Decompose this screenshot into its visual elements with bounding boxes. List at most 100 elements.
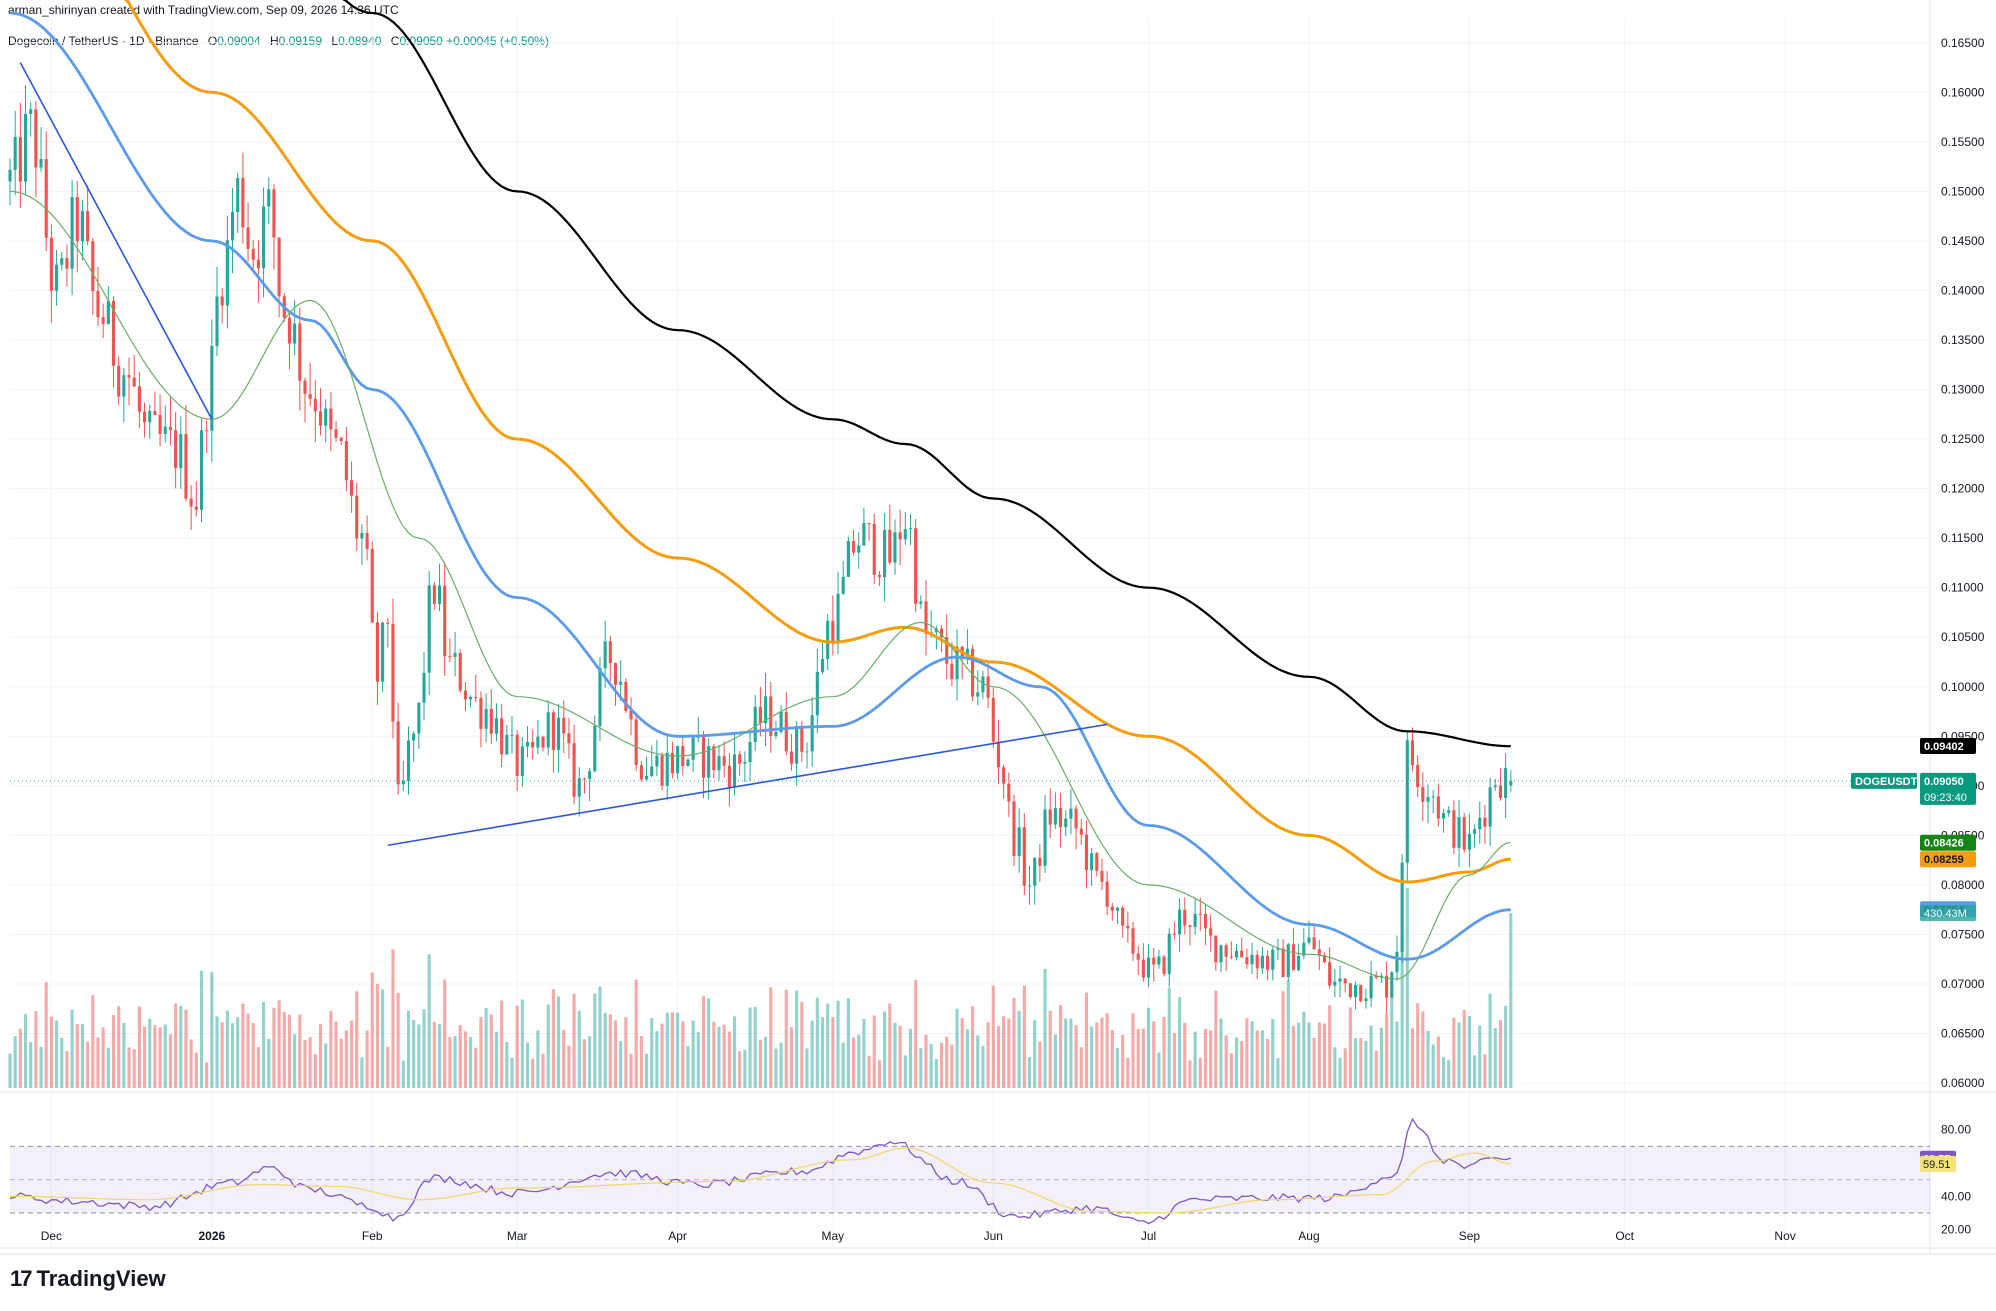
candle-body <box>1292 944 1295 970</box>
volume-bar <box>1219 1019 1222 1088</box>
volume-bar <box>495 1032 498 1088</box>
volume-bar <box>1375 1051 1378 1088</box>
candle-body <box>811 715 814 751</box>
candle-body <box>1054 808 1057 824</box>
candle-body <box>950 664 953 679</box>
price-label-value: 0.09402 <box>1924 741 1964 753</box>
volume-bar <box>288 1015 291 1088</box>
volume-bar <box>956 1009 959 1088</box>
candle-body <box>1131 928 1134 953</box>
candle-body <box>1390 972 1393 997</box>
candle-body <box>1489 787 1492 826</box>
volume-bar <box>1002 1016 1005 1088</box>
candle-body <box>96 291 99 317</box>
volume-bar <box>702 996 705 1088</box>
candle-body <box>1116 908 1119 911</box>
candle-body <box>1458 817 1461 848</box>
rsi-tick-label: 20.00 <box>1941 1223 1971 1237</box>
price-tick-label: 0.10500 <box>1941 630 1985 644</box>
tradingview-logo[interactable]: 17 TradingView <box>10 1266 166 1292</box>
volume-bar <box>1499 1020 1502 1088</box>
volume-bar <box>728 1032 731 1088</box>
volume-bar <box>1012 998 1015 1088</box>
volume-bar <box>153 1025 156 1088</box>
volume-bar <box>1442 1057 1445 1088</box>
volume-bar <box>1349 1007 1352 1088</box>
volume-bar <box>1100 1018 1103 1088</box>
candle-body <box>200 430 203 509</box>
volume-bar <box>981 1046 984 1088</box>
volume-bar <box>976 1035 979 1088</box>
volume-bar <box>267 1039 270 1088</box>
volume-bar <box>681 1021 684 1088</box>
volume-bar <box>8 1054 11 1088</box>
volume-bar <box>1163 1017 1166 1088</box>
price-tick-label: 0.16500 <box>1941 36 1985 50</box>
volume-bar <box>800 1002 803 1088</box>
symbol-label-text: DOGEUSDT <box>1855 776 1918 788</box>
candle-body <box>1028 886 1031 887</box>
price-tick-label: 0.16000 <box>1941 85 1985 99</box>
price-tick-label: 0.14500 <box>1941 234 1985 248</box>
candle-body <box>371 549 374 622</box>
volume-bar <box>1116 1048 1119 1088</box>
volume-bar <box>117 1006 120 1088</box>
candle-body <box>236 178 239 212</box>
candle-body <box>1349 983 1352 997</box>
candle-body <box>1152 958 1155 965</box>
candle-body <box>195 506 198 509</box>
candle-body <box>55 265 58 291</box>
volume-bar <box>319 1024 322 1088</box>
volume-bar <box>878 1060 881 1088</box>
volume-bar <box>334 1021 337 1088</box>
volume-bar <box>278 1000 281 1088</box>
candle-body <box>454 653 457 657</box>
volume-bar <box>1106 1013 1109 1088</box>
candle-body <box>174 430 177 468</box>
candle-body <box>360 533 363 538</box>
volume-bar <box>847 998 850 1088</box>
volume-bar <box>309 1037 312 1088</box>
candle-body <box>1085 835 1088 871</box>
volume-bar <box>133 1049 136 1088</box>
volume-bar <box>1225 1035 1228 1088</box>
candle-body <box>1494 786 1497 788</box>
candle-body <box>655 756 658 767</box>
moving-average-ma100 <box>10 0 1511 882</box>
candle-body <box>293 324 296 344</box>
price-tick-label: 0.13000 <box>1941 383 1985 397</box>
candle-body <box>1106 882 1109 907</box>
candle-body <box>1478 818 1481 830</box>
volume-bar <box>479 1017 482 1088</box>
volume-bar <box>961 1018 964 1088</box>
candle-body <box>386 623 389 624</box>
candle-body <box>583 778 586 779</box>
volume-bar <box>1059 1005 1062 1088</box>
trendline <box>388 724 1107 845</box>
volume-bar <box>1370 1026 1373 1088</box>
candle-body <box>754 707 757 742</box>
volume-bar <box>122 1023 125 1088</box>
candle-body <box>1043 809 1046 865</box>
volume-bar <box>1421 1011 1424 1088</box>
candle-body <box>1080 829 1083 835</box>
candle-body <box>1163 956 1166 974</box>
volume-bar <box>402 1061 405 1088</box>
price-tick-label: 0.10000 <box>1941 680 1985 694</box>
volume-bar <box>1168 988 1171 1088</box>
candle-body <box>878 575 881 577</box>
volume-bar <box>345 1030 348 1088</box>
volume-bar <box>862 1019 865 1088</box>
candle-body <box>831 621 834 642</box>
candle-body <box>1137 954 1140 960</box>
volume-bar <box>924 1035 927 1088</box>
volume-bar <box>655 1031 658 1088</box>
candle-body <box>1313 937 1316 949</box>
volume-bar <box>262 1002 265 1088</box>
candle-body <box>836 594 839 642</box>
volume-bar <box>1426 1031 1429 1088</box>
candle-body <box>573 743 576 796</box>
volume-bar <box>247 1014 250 1088</box>
candle-body <box>1395 952 1398 973</box>
